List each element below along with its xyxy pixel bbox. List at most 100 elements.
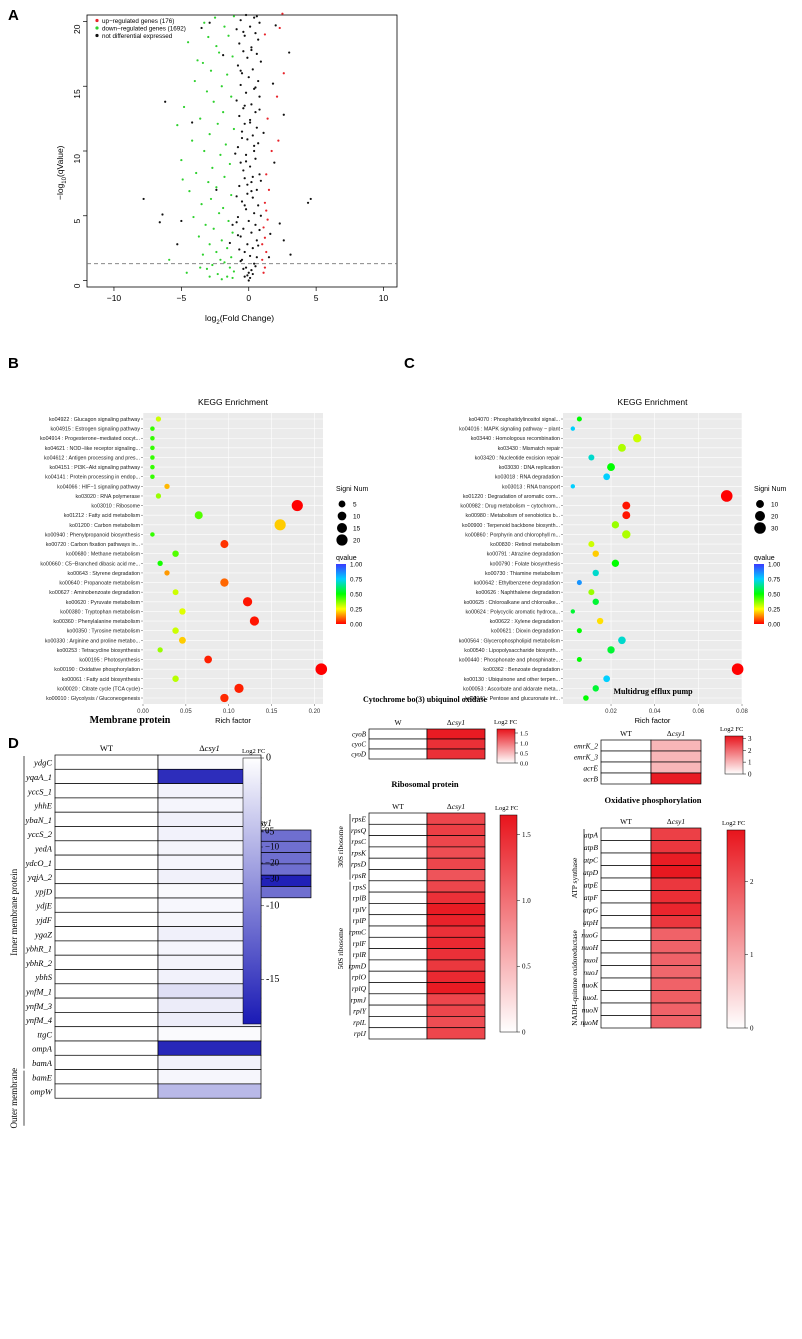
- membrane-gene-label: ttgC: [37, 1029, 52, 1039]
- kegg_b-bubble: [172, 627, 179, 634]
- ribosomal-cell-mutant: [426, 959, 486, 972]
- kegg_c-title: KEGG Enrichment: [618, 397, 689, 407]
- volcano-point-down: [215, 186, 218, 189]
- kegg_b-bubble: [204, 655, 212, 664]
- membrane-cell-mutant: [157, 1040, 262, 1056]
- volcano-legend-label: up−regulated genes (176): [102, 18, 174, 25]
- volcano-point-down: [203, 149, 206, 153]
- volcano-point-ns: [239, 235, 242, 238]
- ribosomal-gene-label: rpmC: [349, 927, 367, 936]
- kegg_c-bubble: [592, 598, 599, 605]
- kegg_b-color-legend-title: qvalue: [336, 555, 357, 562]
- volcano-point-ns: [257, 38, 260, 41]
- oxphos-gene-label: atpD: [583, 868, 599, 877]
- membrane-gene-label: bamE: [32, 1072, 53, 1082]
- volcano-point-down: [208, 275, 211, 278]
- volcano-legend-label: down−regulated genes (1692): [102, 26, 186, 33]
- ribosomal-cell-mutant: [426, 925, 486, 938]
- kegg_c-bubble: [611, 559, 620, 567]
- volcano-point-up: [263, 33, 267, 36]
- kegg_b-x-axis-title: Rich factor: [215, 716, 251, 725]
- kegg_c-bubble: [570, 426, 576, 431]
- ribosomal-cell-wt: [368, 982, 428, 995]
- kegg_c-bubble: [576, 656, 582, 663]
- volcano-point-ns: [254, 157, 257, 160]
- volcano-point-ns: [244, 208, 248, 211]
- ribosomal-gene-label: rplO: [352, 973, 367, 982]
- oxphos-cell-wt: [600, 990, 652, 1004]
- kegg_b-pathway-label: ko00720 : Carbon fixation pathways in...: [46, 542, 140, 548]
- kegg_b-bubble: [179, 608, 186, 615]
- kegg_b-pathway-label: ko04612 : Antigen processing and pres...: [44, 455, 140, 461]
- kegg_c-pathway-label: ko03440 : Homologous recombination: [471, 436, 560, 442]
- kegg_b-bubble: [150, 532, 155, 537]
- oxphos-cell-mutant: [650, 990, 702, 1004]
- kegg_b-pathway-label: ko04621 : NOD−like receptor signaling...: [45, 446, 140, 452]
- cyo-legend-tick-label: 0.0: [520, 761, 528, 768]
- efflux-title: Multidrug efflux pump: [613, 687, 693, 696]
- kegg_b-pathway-label: ko00680 : Methane metabolism: [66, 552, 140, 558]
- kegg_c-bubble: [607, 463, 615, 472]
- kegg_c-pathway-label: ko00791 : Atrazine degradation: [487, 552, 560, 558]
- volcano-point-down: [217, 212, 221, 215]
- volcano-point-down: [232, 270, 236, 273]
- kegg_b-pathway-label: ko00660 : C5−Branched dibasic acid me...: [40, 561, 140, 567]
- kegg_c-bubble: [588, 454, 595, 461]
- volcano-point-ns: [238, 248, 241, 251]
- kegg_c-color-legend-bar: [754, 564, 764, 624]
- ribosomal-legend-tick-label: 0: [522, 1029, 526, 1037]
- volcano-point-ns: [161, 213, 164, 216]
- volcano-point-down: [232, 15, 236, 18]
- membrane-cell-wt: [54, 1040, 159, 1056]
- membrane-gene-label: ynfM_4: [25, 1015, 53, 1025]
- volcano-point-ns: [239, 259, 242, 263]
- volcano-point-ns: [251, 196, 254, 199]
- ribosomal-cell-wt: [368, 903, 428, 916]
- volcano-legend-marker: [95, 33, 99, 38]
- volcano-point-ns: [244, 160, 248, 163]
- volcano-point-ns: [257, 79, 260, 83]
- oxphos-gene-label: atpC: [583, 855, 599, 864]
- oxphos-cell-mutant: [650, 877, 702, 891]
- oxphos-cell-wt: [600, 890, 652, 904]
- membrane-cell-wt: [54, 840, 159, 856]
- membrane-gene-label: yqaA_1: [25, 772, 52, 782]
- volcano-point-ns: [246, 274, 249, 277]
- kegg_c-pathway-label: ko00626 : Naphthalene degradation: [476, 590, 560, 596]
- membrane-gene-label: ydgC: [33, 758, 52, 768]
- efflux-cell-mutant: [650, 750, 702, 763]
- ribosomal-cell-wt: [368, 880, 428, 893]
- volcano-point-up: [265, 173, 268, 176]
- volcano-point-ns: [282, 239, 285, 242]
- volcano-point-down: [197, 235, 200, 238]
- efflux-legend-tick-label: 3: [748, 735, 752, 743]
- kegg_b-x-tick-label: 0.15: [266, 709, 278, 715]
- volcano-x-axis-title: log2(Fold Change): [205, 313, 274, 326]
- kegg_b-size-legend-label: 5: [353, 502, 357, 509]
- kegg_c-size-legend-marker: [756, 500, 764, 508]
- kegg_c-color-legend-label: 0.50: [768, 592, 781, 599]
- volcano-point-up: [270, 149, 273, 153]
- ribosomal-cell-wt: [368, 1016, 428, 1029]
- volcano-point-up: [262, 271, 265, 274]
- volcano-point-ns: [250, 46, 253, 49]
- ribosomal-cell-wt: [368, 936, 428, 949]
- efflux-legend-tick-label: 2: [748, 747, 752, 755]
- volcano-point-down: [220, 85, 223, 88]
- membrane-cell-wt: [54, 983, 159, 999]
- kegg_b-pathway-label: ko00020 : Citrate cycle (TCA cycle): [57, 686, 140, 692]
- volcano-legend-marker: [95, 18, 99, 23]
- oxphos-gene-label: nuoN: [582, 1005, 599, 1014]
- kegg_c-bubble: [576, 628, 582, 634]
- kegg_b-plot-bg: [143, 413, 323, 704]
- membrane-cell-wt: [54, 1012, 159, 1028]
- oxphos-cell-wt: [600, 877, 652, 891]
- volcano-point-up: [261, 243, 264, 246]
- kegg_c-color-legend-label: 0.00: [768, 622, 781, 629]
- membrane-cell-wt: [54, 811, 159, 827]
- volcano-point-ns: [250, 48, 253, 52]
- volcano-point-ns: [251, 68, 254, 71]
- oxphos-gene-label: nuoL: [583, 993, 598, 1002]
- volcano-point-ns: [262, 131, 265, 134]
- kegg_b-x-tick-label: 0.20: [309, 709, 321, 715]
